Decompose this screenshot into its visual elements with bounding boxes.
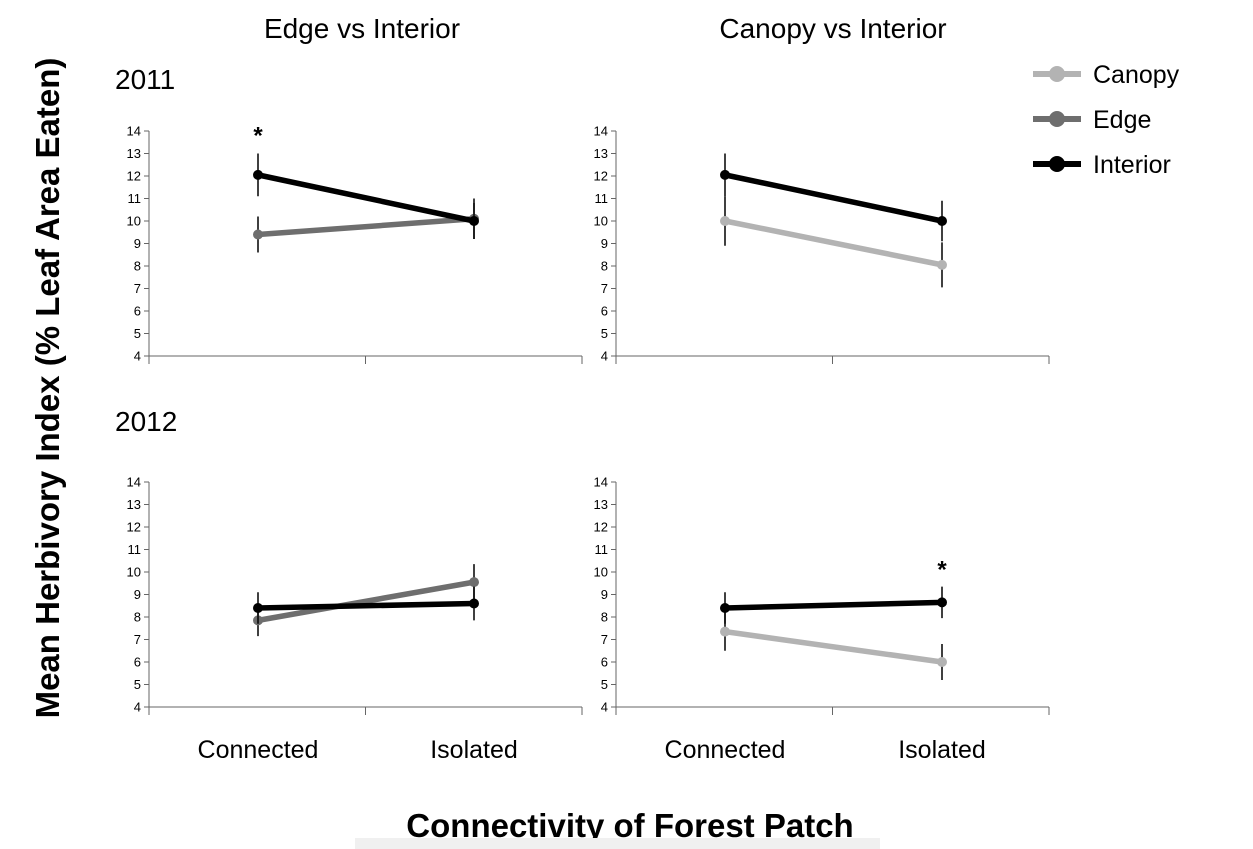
category-label-connected-left: Connected xyxy=(198,736,319,764)
y-tick-label: 7 xyxy=(134,632,141,647)
category-label-connected-right: Connected xyxy=(665,736,786,764)
panel-2012-canopy-vs-interior: 4 5 6 7 8 9 10 11 12 13 14 * xyxy=(594,475,1050,715)
series-line-canopy xyxy=(722,218,945,268)
y-tick-label: 8 xyxy=(134,610,141,625)
y-tick-label: 5 xyxy=(601,326,608,341)
data-point-interior xyxy=(253,603,263,613)
y-tick-label: 12 xyxy=(594,520,608,535)
y-tick-label: 13 xyxy=(594,497,608,512)
y-tick-label: 6 xyxy=(134,655,141,670)
y-tick-label: 7 xyxy=(134,281,141,296)
series-line-interior xyxy=(255,172,477,224)
row-label-2011: 2011 xyxy=(115,64,175,95)
data-point-canopy xyxy=(720,626,730,637)
y-tick-label: 6 xyxy=(134,304,141,319)
series-line-edge xyxy=(255,579,477,624)
column-title-edge-vs-interior: Edge vs Interior xyxy=(264,13,460,44)
significance-marker: * xyxy=(253,122,263,149)
y-tick-label: 5 xyxy=(601,677,608,692)
legend: Canopy Edge Interior xyxy=(1033,61,1180,179)
data-point-interior xyxy=(720,603,730,613)
y-tick-label: 12 xyxy=(594,169,608,184)
y-tick-label: 9 xyxy=(134,236,141,251)
y-tick-label: 14 xyxy=(127,124,141,139)
y-tick-label: 11 xyxy=(128,542,142,557)
y-tick-label: 8 xyxy=(134,259,141,274)
y-tick-label: 7 xyxy=(601,281,608,296)
y-tick-label: 6 xyxy=(601,304,608,319)
y-tick-label: 5 xyxy=(134,326,141,341)
legend-interior-marker xyxy=(1049,156,1065,172)
data-point-canopy xyxy=(937,259,947,270)
y-tick-label: 11 xyxy=(595,542,609,557)
y-tick-label: 14 xyxy=(127,475,141,490)
y-tick-label: 4 xyxy=(601,700,608,715)
y-tick-label: 13 xyxy=(594,146,608,161)
row-label-2012: 2012 xyxy=(115,406,177,437)
series-line-interior xyxy=(722,599,945,611)
legend-interior-label: Interior xyxy=(1093,151,1171,179)
panel-2011-canopy-vs-interior: 4 5 6 7 8 9 10 11 12 13 14 xyxy=(594,124,1050,364)
data-point-interior xyxy=(937,597,947,608)
y-tick-label: 12 xyxy=(127,520,141,535)
y-tick-label: 9 xyxy=(601,587,608,602)
y-tick-label: 11 xyxy=(595,191,609,206)
y-tick-label: 6 xyxy=(601,655,608,670)
category-label-isolated-right: Isolated xyxy=(898,736,986,764)
y-tick-label: 4 xyxy=(601,349,608,364)
legend-edge-marker xyxy=(1049,111,1065,127)
category-label-isolated-left: Isolated xyxy=(430,736,518,764)
legend-canopy-marker xyxy=(1049,66,1065,82)
x-axis-title: Connectivity of Forest Patch xyxy=(406,807,853,844)
data-point-interior xyxy=(469,598,479,609)
y-tick-label: 12 xyxy=(127,169,141,184)
y-tick-label: 7 xyxy=(601,632,608,647)
y-axis-title: Mean Herbivory Index (% Leaf Area Eaten) xyxy=(29,58,66,719)
y-tick-label: 13 xyxy=(127,497,141,512)
data-point-canopy xyxy=(937,657,947,667)
legend-edge-label: Edge xyxy=(1093,106,1151,134)
y-tick-label: 4 xyxy=(134,349,141,364)
y-tick-label: 13 xyxy=(127,146,141,161)
y-tick-label: 14 xyxy=(594,124,608,139)
panels: 4 5 6 7 8 9 10 11 12 13 14 * 4 5 6 7 8 9 10 11 12 13 14 4 5 6 7 8 9 1… xyxy=(127,122,1050,715)
data-point-interior xyxy=(469,216,479,226)
data-point-interior xyxy=(937,216,947,226)
data-point-edge xyxy=(253,229,263,240)
legend-canopy-label: Canopy xyxy=(1093,61,1180,89)
y-tick-label: 10 xyxy=(127,565,141,580)
series-line-interior xyxy=(255,600,477,611)
y-tick-label: 10 xyxy=(127,214,141,229)
data-point-interior xyxy=(720,169,730,180)
bottom-bar xyxy=(355,838,880,849)
column-title-canopy-vs-interior: Canopy vs Interior xyxy=(719,13,946,44)
y-tick-label: 9 xyxy=(601,236,608,251)
data-point-canopy xyxy=(720,216,730,226)
panel-2012-edge-vs-interior: 4 5 6 7 8 9 10 11 12 13 14 xyxy=(127,475,583,715)
category-labels: Connected Isolated Connected Isolated xyxy=(198,736,986,764)
significance-marker: * xyxy=(937,557,947,584)
y-tick-label: 8 xyxy=(601,610,608,625)
y-tick-label: 8 xyxy=(601,259,608,274)
series-line-canopy xyxy=(722,628,945,665)
series-line-interior xyxy=(722,172,945,224)
data-point-interior xyxy=(253,169,263,180)
y-tick-label: 11 xyxy=(128,191,142,206)
y-tick-label: 5 xyxy=(134,677,141,692)
series-line-edge xyxy=(255,216,477,238)
y-tick-label: 4 xyxy=(134,700,141,715)
y-tick-label: 10 xyxy=(594,214,608,229)
data-point-edge xyxy=(469,577,479,588)
y-tick-label: 9 xyxy=(134,587,141,602)
y-tick-label: 14 xyxy=(594,475,608,490)
panel-2011-edge-vs-interior: 4 5 6 7 8 9 10 11 12 13 14 * xyxy=(127,122,583,364)
y-tick-label: 10 xyxy=(594,565,608,580)
